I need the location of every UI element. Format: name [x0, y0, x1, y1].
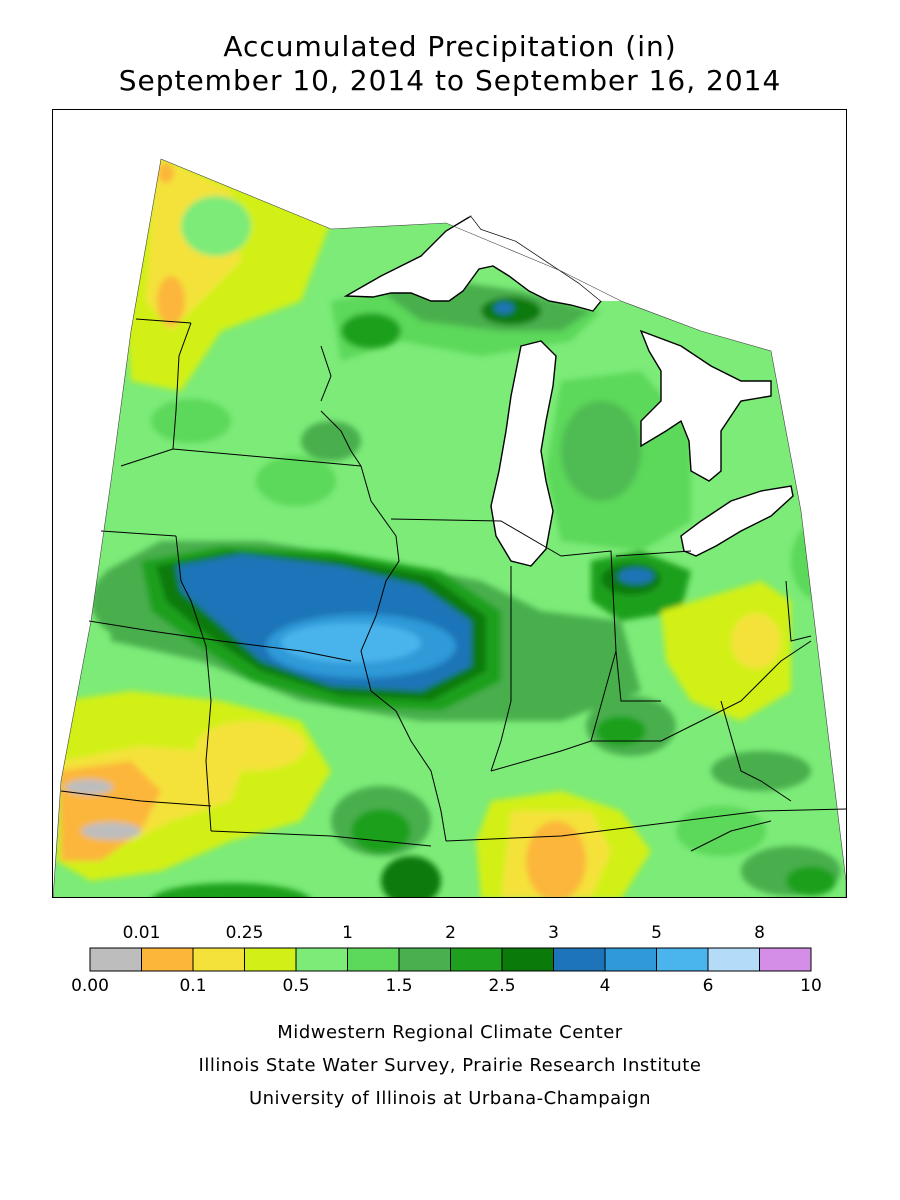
- credit-line-3: University of Illinois at Urbana-Champai…: [248, 1088, 652, 1109]
- precipitation-map: [52, 109, 847, 898]
- credit-line-1: Midwestern Regional Climate Center: [277, 1022, 623, 1043]
- legend-lower-label: 0.1: [179, 976, 207, 996]
- legend-swatch: [141, 947, 194, 972]
- legend-bar: [89, 947, 812, 972]
- legend-upper-label: 8: [754, 923, 765, 943]
- legend-swatch: [244, 947, 297, 972]
- legend-lower-label: 0.5: [282, 976, 310, 996]
- legend-swatch: [759, 947, 812, 972]
- color-legend: 0.01 0.25 1 2 3 5 8 0.00 0.1 0.5 1.5 2.5 4 6 10: [0, 920, 900, 1000]
- map-date-range: September 10, 2014 to September 16, 2014: [118, 64, 782, 97]
- credit-line-2: Illinois State Water Survey, Prairie Res…: [198, 1055, 702, 1076]
- legend-swatch: [192, 947, 245, 972]
- map-canvas: [53, 158, 846, 897]
- map-title: Accumulated Precipitation (in): [223, 30, 677, 63]
- legend-lower-label: 2.5: [488, 976, 516, 996]
- great-lakes: [311, 166, 794, 567]
- legend-swatch: [295, 947, 348, 972]
- legend-upper-label: 0.25: [225, 923, 264, 943]
- legend-swatch: [604, 947, 657, 972]
- legend-swatch: [656, 947, 709, 972]
- legend-swatch: [450, 947, 503, 972]
- state-boundaries: [60, 318, 846, 852]
- legend-upper-label: 5: [651, 923, 662, 943]
- legend-swatch: [501, 947, 554, 972]
- legend-lower-label: 4: [599, 976, 611, 996]
- legend-swatch: [89, 947, 142, 972]
- legend-upper-label: 0.01: [122, 923, 161, 943]
- legend-lower-label: 1.5: [385, 976, 413, 996]
- legend-upper-label: 2: [445, 923, 456, 943]
- legend-upper-label: 1: [342, 923, 353, 943]
- legend-swatch: [347, 947, 400, 972]
- legend-swatch: [553, 947, 606, 972]
- legend-lower-label: 10: [800, 976, 822, 996]
- legend-swatch: [707, 947, 760, 972]
- legend-swatch: [398, 947, 451, 972]
- domain-outline: [53, 158, 846, 897]
- legend-upper-label: 3: [548, 923, 559, 943]
- legend-lower-label: 6: [702, 976, 714, 996]
- legend-lower-label: 0.00: [71, 976, 109, 996]
